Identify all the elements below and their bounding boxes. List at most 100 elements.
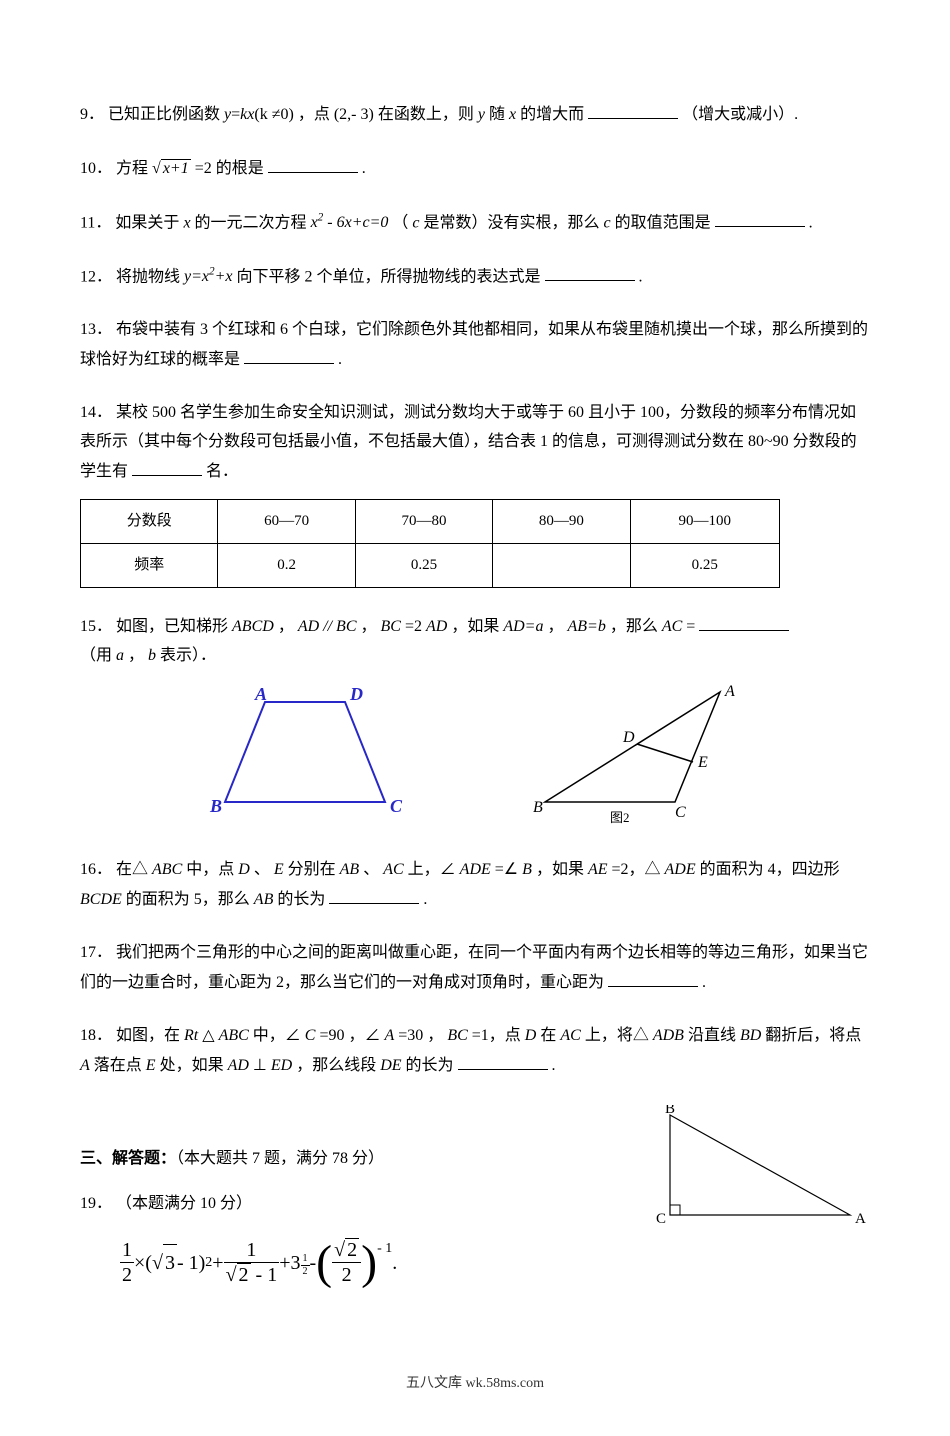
table-cell: 频率 [81, 543, 218, 587]
table-row: 频率 0.2 0.25 0.25 [81, 543, 780, 587]
text: ⊥ [253, 1057, 267, 1074]
blank[interactable] [329, 885, 419, 904]
blank[interactable] [715, 208, 805, 227]
section-and-p19: 三、解答题：（本大题共 7 题，满分 78 分） 19． （本题满分 10 分）… [80, 1105, 870, 1312]
blank[interactable] [608, 968, 698, 987]
text: 表示）． [160, 647, 216, 664]
blank[interactable] [268, 154, 358, 173]
blank[interactable] [545, 262, 635, 281]
section-title: 三、解答题：（本大题共 7 题，满分 78 分） [80, 1145, 620, 1174]
text: = [686, 618, 699, 635]
var: BC [381, 618, 401, 635]
formula: y=kx(k ≠0) [224, 106, 298, 123]
var: BC [336, 618, 356, 635]
table-cell: 分数段 [81, 499, 218, 543]
text: . [702, 974, 706, 991]
svg-text:E: E [697, 754, 708, 771]
text: 已知正比例函数 [108, 106, 224, 123]
var: B [522, 861, 532, 878]
text: （增大或减小）. [682, 106, 798, 123]
problem-14: 14． 某校 500 名学生参加生命安全知识测试，测试分数均大于或等于 60 且… [80, 399, 870, 588]
var: y [478, 106, 485, 123]
text: 方程 [116, 160, 148, 177]
var: BCDE [80, 891, 122, 908]
problem-19: 19． （本题满分 10 分） 1 2 × (√3 - 1)2 + 1 √2 -… [80, 1190, 620, 1288]
text: 的长为 [406, 1057, 454, 1074]
var: D [525, 1027, 537, 1044]
text: . [423, 891, 427, 908]
blank[interactable] [244, 345, 334, 364]
text: 在函数上，则 [378, 106, 478, 123]
text: 如图，已知梯形 [116, 618, 232, 635]
var: DE [380, 1057, 401, 1074]
formula: √x+1 [152, 159, 195, 177]
text: ，点 [298, 106, 330, 123]
var: c [412, 214, 419, 231]
problem-18: 18． 如图，在 Rt △ ABC 中，∠ C =90 ，∠ A =30 ， B… [80, 1022, 870, 1081]
formula: x2 - 6x+c=0 [311, 214, 393, 231]
text: 在 [540, 1027, 560, 1044]
var: ABC [152, 861, 182, 878]
text: ，那么线段 [296, 1057, 380, 1074]
text: 的增大而 [520, 106, 584, 123]
problem-15: 15． 如图，已知梯形 ABCD ， AD // BC ， BC =2 AD ，… [80, 612, 870, 833]
text: =2 的根是 [195, 160, 264, 177]
text: . [552, 1057, 556, 1074]
var: a [116, 647, 124, 664]
text: （本题满分 10 分） [116, 1195, 252, 1212]
triangle-figure: A B C D E 图2 [525, 682, 745, 832]
svg-text:D: D [622, 729, 635, 746]
blank[interactable] [699, 612, 789, 631]
var: Rt [184, 1027, 198, 1044]
text: ， [278, 618, 294, 635]
text: 我们把两个三角形的中心之间的距离叫做重心距，在同一个平面内有两个边长相等的等边三… [80, 944, 868, 991]
prob-num: 14． [80, 404, 112, 421]
prob-num: 9． [80, 106, 104, 123]
table-cell: 90—100 [630, 499, 779, 543]
var: AC [662, 618, 682, 635]
text: =90 ，∠ [319, 1027, 380, 1044]
text: ， [547, 618, 563, 635]
svg-text:B: B [533, 799, 543, 816]
svg-text:A: A [254, 684, 267, 704]
var: BD [740, 1027, 761, 1044]
var: c [604, 214, 611, 231]
text: . [362, 160, 366, 177]
blank[interactable] [132, 457, 202, 476]
text: 是常数）没有实根，那么 [424, 214, 604, 231]
var: ABC [219, 1027, 249, 1044]
var: AB [340, 861, 360, 878]
text: . [639, 268, 643, 285]
blank[interactable] [458, 1051, 548, 1070]
problem-17: 17． 我们把两个三角形的中心之间的距离叫做重心距，在同一个平面内有两个边长相等… [80, 939, 870, 998]
prob-num: 12． [80, 268, 112, 285]
formula: (2,- 3) [334, 106, 374, 123]
var: E [274, 861, 284, 878]
problem-9: 9． 已知正比例函数 y=kx(k ≠0) ，点 (2,- 3) 在函数上，则 … [80, 100, 870, 130]
prob-num: 11． [80, 214, 111, 231]
problem-10: 10． 方程 √x+1 =2 的根是 . [80, 154, 870, 184]
var: C [305, 1027, 316, 1044]
footer: 五八文库 wk.58ms.com [80, 1371, 870, 1396]
prob-num: 13． [80, 321, 112, 338]
prob-num: 10． [80, 160, 112, 177]
text: 、 [254, 861, 270, 878]
table-cell: 60—70 [218, 499, 355, 543]
text: . [809, 214, 813, 231]
var: AE [588, 861, 608, 878]
text: 如图，在 [116, 1027, 184, 1044]
text: =30 ， [398, 1027, 443, 1044]
text: =2，△ [612, 861, 661, 878]
formula: y=x2+x [184, 268, 237, 285]
text: （ [392, 214, 408, 231]
var: x [509, 106, 516, 123]
text: 中，∠ [253, 1027, 301, 1044]
figures-container: A D B C A B C D E 图2 [80, 682, 870, 832]
trapezoid-figure: A D B C [205, 682, 405, 822]
formula-19: 1 2 × (√3 - 1)2 + 1 √2 - 1 +312 - ( √2 2… [120, 1238, 620, 1287]
blank[interactable] [588, 100, 678, 119]
prob-num: 19． [80, 1195, 112, 1212]
text: 布袋中装有 3 个红球和 6 个白球，它们除颜色外其他都相同，如果从布袋里随机摸… [80, 321, 868, 368]
text: 翻折后，将点 [765, 1027, 861, 1044]
right-triangle-figure: B C A [650, 1105, 870, 1246]
